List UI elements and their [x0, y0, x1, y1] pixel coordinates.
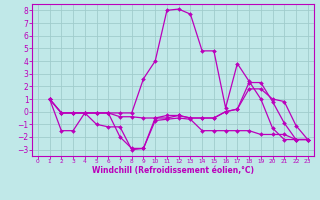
X-axis label: Windchill (Refroidissement éolien,°C): Windchill (Refroidissement éolien,°C)	[92, 166, 254, 175]
